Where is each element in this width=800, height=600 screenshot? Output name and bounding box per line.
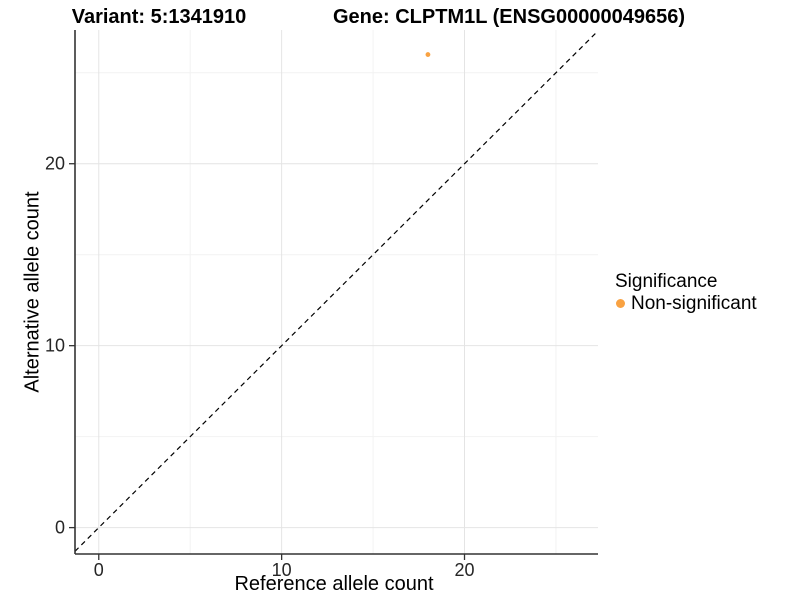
legend: Significance Non-significant bbox=[615, 271, 757, 314]
y-tick-label: 0 bbox=[55, 518, 65, 538]
legend-point-icon bbox=[616, 299, 625, 308]
legend-item: Non-significant bbox=[615, 293, 757, 314]
x-tick-label: 20 bbox=[454, 560, 474, 580]
x-tick-label: 0 bbox=[94, 560, 104, 580]
y-tick-label: 20 bbox=[45, 154, 65, 174]
y-tick-label: 10 bbox=[45, 336, 65, 356]
legend-title: Significance bbox=[615, 271, 718, 292]
x-axis-title: Reference allele count bbox=[234, 573, 434, 595]
data-point bbox=[425, 52, 431, 57]
identity-line bbox=[74, 30, 599, 552]
x-tick-label: 10 bbox=[272, 560, 292, 580]
y-axis-title: Alternative allele count bbox=[21, 191, 44, 393]
plot-title-gene: Gene: CLPTM1L (ENSG00000049656) bbox=[332, 6, 686, 28]
plot-title-variant: Variant: 5:1341910 bbox=[71, 6, 247, 28]
legend-item-label: Non-significant bbox=[631, 293, 757, 314]
